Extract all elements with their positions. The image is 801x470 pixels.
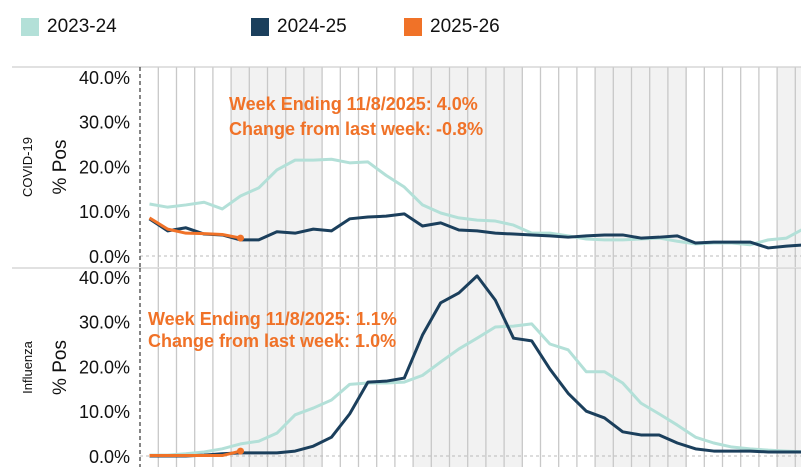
month-shade bbox=[231, 67, 322, 267]
legend-label: 2025-26 bbox=[430, 16, 500, 37]
y-tick-label: 10.0% bbox=[79, 402, 130, 422]
y-tick-label: 0.0% bbox=[89, 247, 130, 267]
panel-covid-19: 0.0% 10.0% 20.0% 30.0% 40.0% COVID-19 % Pos Wee… bbox=[12, 66, 801, 267]
legend-label: 2024-25 bbox=[277, 16, 347, 37]
y-tick-label: 30.0% bbox=[79, 313, 130, 333]
series-line-2025-26 bbox=[148, 216, 241, 240]
legend-item-2025-26: 2025-26 bbox=[404, 16, 500, 38]
latest-point bbox=[237, 234, 244, 242]
y-tick-label: 40.0% bbox=[79, 268, 130, 288]
annotation-line: Week Ending 11/8/2025: 1.1% bbox=[148, 309, 397, 329]
y-tick-label: 0.0% bbox=[89, 447, 130, 467]
month-shade bbox=[595, 268, 687, 467]
series-line-2023-24 bbox=[149, 322, 801, 457]
legend-item-2024-25: 2024-25 bbox=[251, 16, 404, 38]
series-line-2024-25 bbox=[148, 212, 801, 250]
panel-influenza: 0.0% 10.0% 20.0% 30.0% 40.0% Influenza % Pos We… bbox=[12, 267, 801, 467]
legend: 2023-24 2024-25 2025-26 bbox=[21, 16, 500, 38]
legend-swatch bbox=[251, 18, 269, 36]
annotation-line: Change from last week: 1.0% bbox=[148, 331, 396, 351]
y-tick-label: 30.0% bbox=[79, 113, 130, 133]
y-tick-label: 20.0% bbox=[79, 157, 130, 177]
annotation-line: Week Ending 11/8/2025: 4.0% bbox=[229, 94, 478, 114]
legend-item-2023-24: 2023-24 bbox=[21, 16, 251, 38]
y-tick-label: 10.0% bbox=[79, 202, 130, 222]
annotation-line: Change from last week: -0.8% bbox=[229, 119, 483, 139]
y-tick-label: 20.0% bbox=[79, 357, 130, 377]
series-line-2025-26 bbox=[149, 449, 241, 458]
legend-swatch bbox=[21, 18, 39, 36]
latest-point bbox=[237, 447, 244, 455]
panel-label: Influenza bbox=[20, 340, 35, 394]
y-axis-label: % Pos bbox=[50, 140, 71, 195]
month-shade bbox=[777, 268, 801, 467]
y-tick-label: 40.0% bbox=[79, 68, 130, 88]
legend-swatch bbox=[404, 18, 422, 36]
legend-label: 2023-24 bbox=[47, 16, 117, 37]
y-axis-label: % Pos bbox=[50, 340, 71, 395]
panel-label: COVID-19 bbox=[20, 137, 35, 197]
series-line-2024-25 bbox=[149, 274, 801, 458]
month-shade bbox=[231, 268, 322, 467]
